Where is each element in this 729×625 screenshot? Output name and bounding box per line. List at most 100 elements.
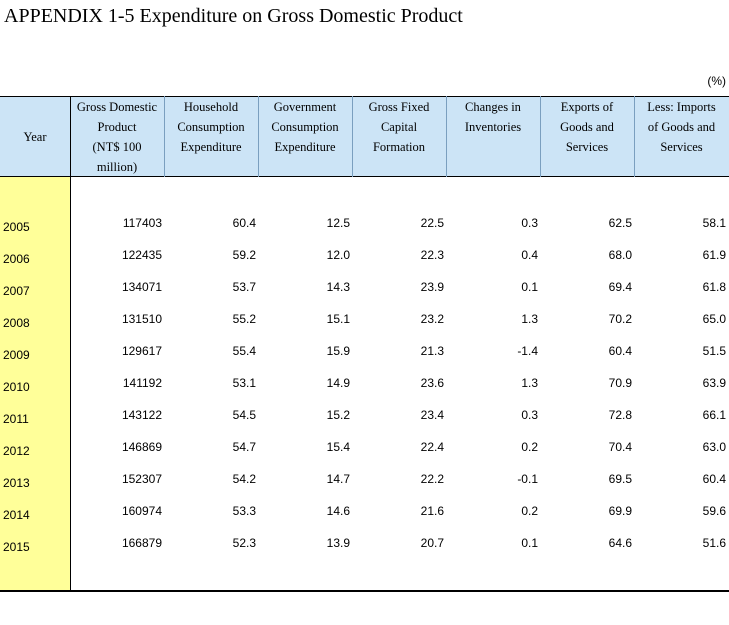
cell-imports: 65.0	[702, 312, 726, 326]
column-divider	[634, 96, 635, 177]
cell-government: 12.5	[326, 216, 350, 230]
cell-imports: 60.4	[702, 472, 726, 486]
cell-gdp: 129617	[121, 344, 162, 358]
cell-exports: 70.9	[608, 376, 632, 390]
cell-imports: 59.6	[702, 504, 726, 518]
row-year: 2010	[3, 380, 30, 394]
row-year: 2007	[3, 284, 30, 298]
cell-household: 54.5	[232, 408, 256, 422]
cell-imports: 63.9	[702, 376, 726, 390]
cell-government: 12.0	[326, 248, 350, 262]
cell-exports: 69.9	[608, 504, 632, 518]
cell-gfcf: 22.5	[420, 216, 444, 230]
row-year: 2006	[3, 252, 30, 266]
table-bottom-border	[0, 590, 729, 592]
cell-exports: 60.4	[608, 344, 632, 358]
cell-gdp: 152307	[121, 472, 162, 486]
cell-government: 14.7	[326, 472, 350, 486]
table-row: 2014 160974 53.3 14.6 21.6 0.2 69.9 59.6	[0, 504, 729, 524]
table-row: 2007 134071 53.7 14.3 23.9 0.1 69.4 61.8	[0, 280, 729, 300]
cell-exports: 72.8	[608, 408, 632, 422]
cell-exports: 69.4	[608, 280, 632, 294]
cell-household: 53.3	[232, 504, 256, 518]
table-row: 2013 152307 54.2 14.7 22.2 -0.1 69.5 60.4	[0, 472, 729, 492]
column-divider	[164, 96, 165, 177]
cell-gfcf: 22.4	[420, 440, 444, 454]
cell-exports: 70.4	[608, 440, 632, 454]
page-title: APPENDIX 1-5 Expenditure on Gross Domest…	[4, 5, 463, 27]
cell-gfcf: 20.7	[420, 536, 444, 550]
cell-inventories: 1.3	[521, 312, 538, 326]
cell-household: 55.2	[232, 312, 256, 326]
cell-government: 13.9	[326, 536, 350, 550]
row-year: 2005	[3, 220, 30, 234]
cell-government: 15.2	[326, 408, 350, 422]
row-year: 2011	[3, 412, 29, 426]
cell-imports: 61.8	[702, 280, 726, 294]
row-year: 2009	[3, 348, 30, 362]
table-row: 2009 129617 55.4 15.9 21.3 -1.4 60.4 51.5	[0, 344, 729, 364]
cell-imports: 51.5	[702, 344, 726, 358]
cell-gdp: 117403	[122, 216, 162, 230]
cell-government: 14.6	[326, 504, 350, 518]
cell-gfcf: 23.2	[420, 312, 444, 326]
cell-inventories: -1.4	[517, 344, 538, 358]
cell-household: 54.2	[232, 472, 256, 486]
unit-label: (%)	[707, 74, 726, 88]
header-gdp: Gross Domestic Product (NT$ 100 million)	[76, 100, 158, 174]
cell-gfcf: 21.3	[420, 344, 444, 358]
cell-government: 15.4	[326, 440, 350, 454]
table-header-row	[0, 96, 729, 177]
cell-gdp: 146869	[121, 440, 162, 454]
cell-gfcf: 21.6	[420, 504, 444, 518]
column-divider	[70, 96, 71, 591]
cell-inventories: -0.1	[517, 472, 538, 486]
row-year: 2014	[3, 508, 30, 522]
cell-inventories: 0.2	[521, 440, 538, 454]
cell-gfcf: 23.9	[420, 280, 444, 294]
table-row: 2015 166879 52.3 13.9 20.7 0.1 64.6 51.6	[0, 536, 729, 556]
cell-household: 53.1	[232, 376, 256, 390]
cell-inventories: 0.1	[521, 536, 538, 550]
header-year: Year	[23, 129, 47, 144]
column-divider	[258, 96, 259, 177]
header-imports: Less: Imports of Goods and Services	[647, 100, 716, 154]
cell-inventories: 0.3	[521, 216, 538, 230]
cell-gdp: 160974	[121, 504, 162, 518]
cell-inventories: 0.2	[521, 504, 538, 518]
cell-imports: 61.9	[702, 248, 726, 262]
cell-exports: 64.6	[608, 536, 632, 550]
table-row: 2008 131510 55.2 15.1 23.2 1.3 70.2 65.0	[0, 312, 729, 332]
table-row: 2011 143122 54.5 15.2 23.4 0.3 72.8 66.1	[0, 408, 729, 428]
cell-exports: 70.2	[608, 312, 632, 326]
cell-gdp: 134071	[121, 280, 162, 294]
row-year: 2012	[3, 444, 30, 458]
cell-gdp: 141192	[122, 376, 162, 390]
cell-gdp: 166879	[121, 536, 162, 550]
row-year: 2015	[3, 540, 30, 554]
year-column-background	[0, 177, 70, 591]
cell-gdp: 131510	[121, 312, 162, 326]
cell-inventories: 1.3	[521, 376, 538, 390]
cell-household: 54.7	[232, 440, 256, 454]
table-row: 2012 146869 54.7 15.4 22.4 0.2 70.4 63.0	[0, 440, 729, 460]
cell-household: 55.4	[232, 344, 256, 358]
header-gfcf: Gross Fixed Capital Formation	[368, 100, 430, 154]
cell-inventories: 0.1	[521, 280, 538, 294]
cell-exports: 69.5	[608, 472, 632, 486]
cell-household: 59.2	[232, 248, 256, 262]
cell-government: 15.1	[326, 312, 350, 326]
cell-exports: 62.5	[608, 216, 632, 230]
cell-gfcf: 22.3	[420, 248, 444, 262]
cell-imports: 58.1	[702, 216, 726, 230]
cell-government: 15.9	[326, 344, 350, 358]
table-row: 2006 122435 59.2 12.0 22.3 0.4 68.0 61.9	[0, 248, 729, 268]
column-divider	[540, 96, 541, 177]
cell-gfcf: 23.4	[420, 408, 444, 422]
cell-government: 14.9	[326, 376, 350, 390]
cell-gdp: 122435	[121, 248, 162, 262]
cell-household: 52.3	[232, 536, 256, 550]
cell-inventories: 0.4	[521, 248, 538, 262]
cell-imports: 66.1	[702, 408, 726, 422]
row-year: 2013	[3, 476, 30, 490]
